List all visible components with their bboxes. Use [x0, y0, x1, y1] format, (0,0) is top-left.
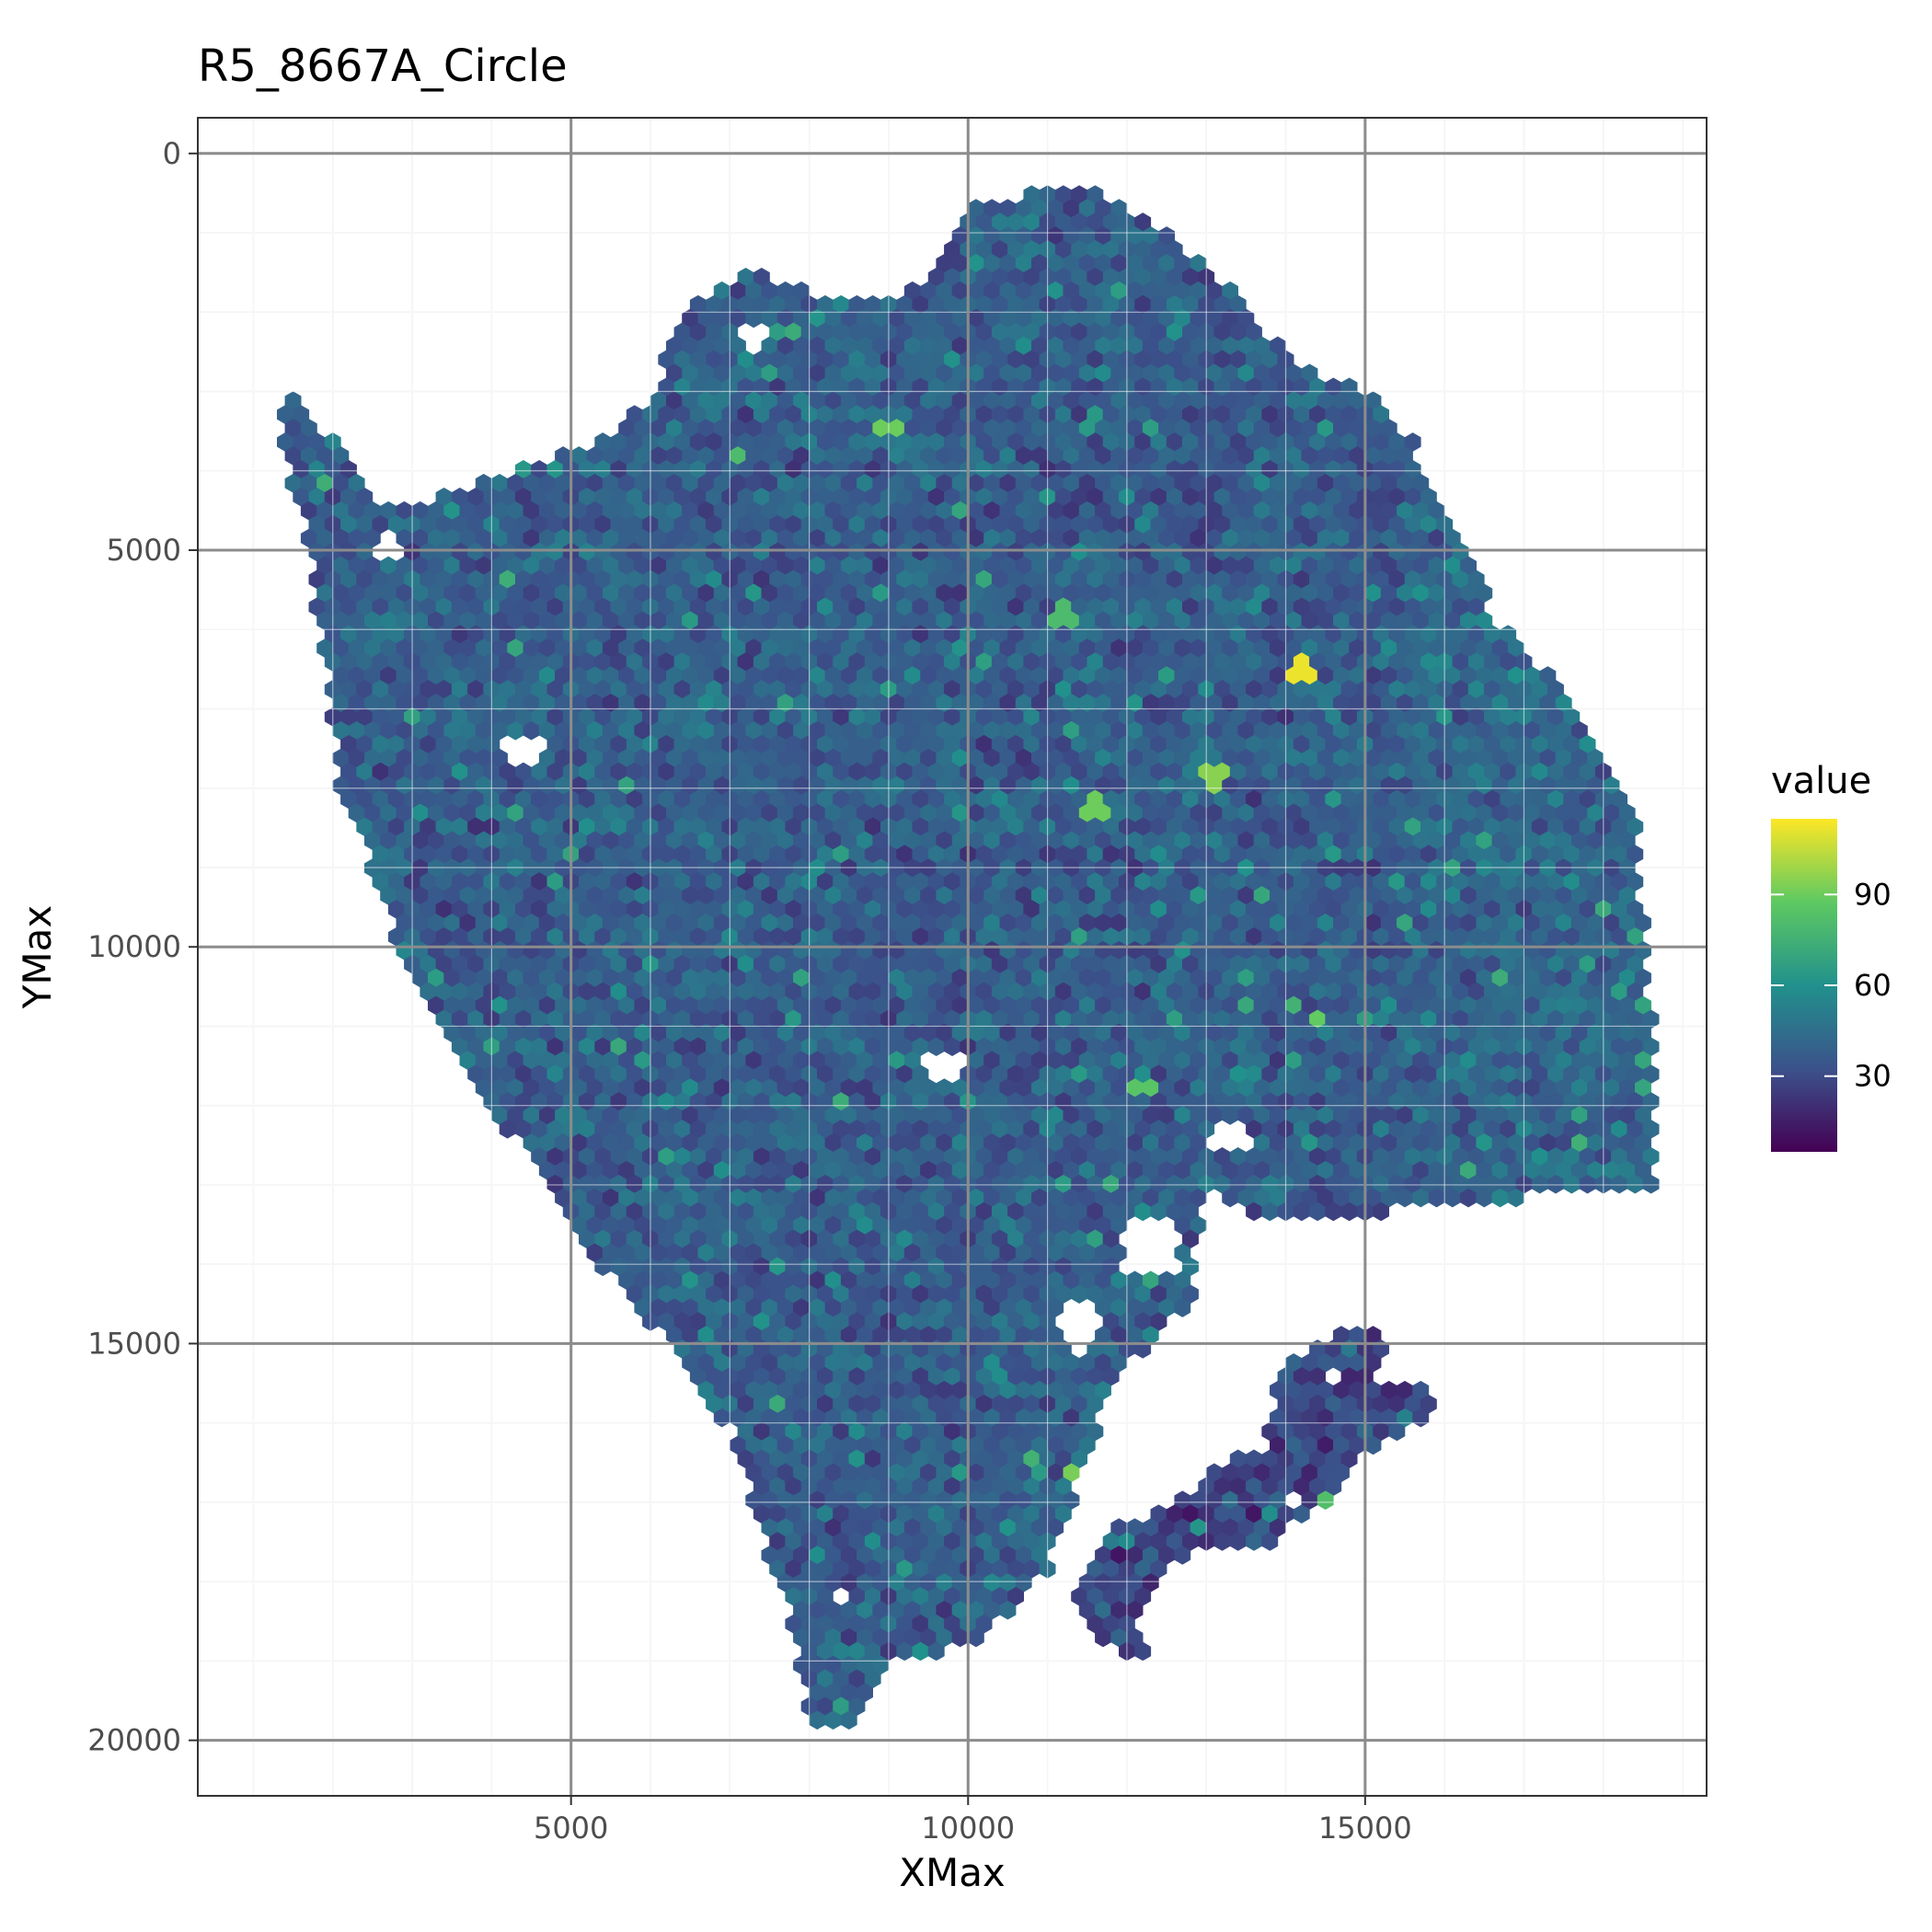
chart-title: R5_8667A_Circle [198, 40, 568, 92]
hexbin-cells [276, 185, 1660, 1730]
